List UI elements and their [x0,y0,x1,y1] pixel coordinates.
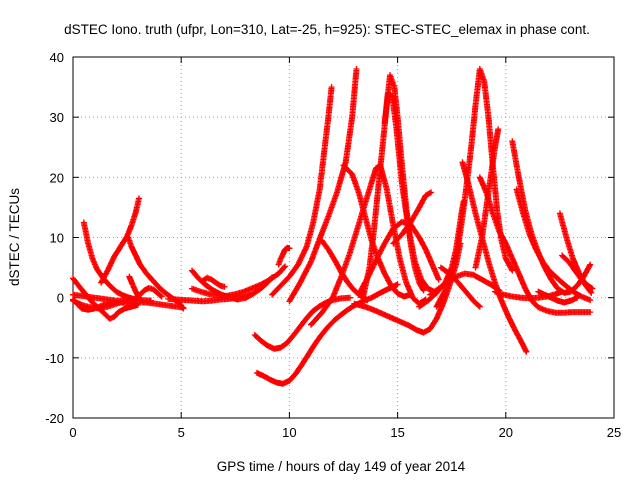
series-arc-38 [535,288,581,306]
series-arc-10 [143,299,187,311]
series-arc-37 [559,252,596,292]
series-markers [189,263,289,299]
series-markers [286,66,360,305]
x-tick-label: 20 [499,425,513,440]
series-markers [143,299,187,311]
series-arc-40 [437,264,483,310]
series-arc-13 [189,263,289,299]
series-markers [472,126,502,271]
series-arc-06 [98,195,142,286]
x-tick-label: 5 [178,425,185,440]
series-arc-15 [251,294,353,352]
series-arc-16 [253,281,401,387]
series-arc-14 [199,274,228,290]
x-axis-label: GPS time / hours of day 149 of year 2014 [217,459,466,474]
series-markers [513,186,594,304]
series-markers [340,162,414,300]
data-series [70,66,596,387]
series-arc-34 [513,186,594,304]
series-markers [134,285,165,300]
y-tick-label: 20 [50,170,64,185]
series-markers [269,84,335,298]
series-markers [308,162,429,328]
series-markers [559,252,596,292]
x-tick-labels: 0 5 10 15 20 25 [69,425,621,440]
y-tick-label: 30 [50,110,64,125]
y-tick-label: -10 [45,351,64,366]
x-tick-label: 0 [69,425,76,440]
series-markers [70,296,141,313]
y-axis-label: dSTEC / TECUs [7,188,22,286]
series-markers [275,244,293,268]
series-arc-21 [308,162,429,328]
series-arc-04 [70,296,141,313]
series-arc-31 [472,126,502,271]
y-tick-label: -20 [45,411,64,426]
series-markers [355,218,442,298]
series-markers [253,281,401,387]
series-markers [535,288,581,306]
x-tick-label: 25 [607,425,621,440]
series-markers [98,195,142,286]
series-markers [437,264,483,310]
y-tick-label: 0 [57,291,64,306]
y-tick-labels: -20 -10 0 10 20 30 40 [45,50,64,426]
y-tick-label: 10 [50,231,64,246]
x-tick-label: 15 [390,425,404,440]
series-markers [251,294,353,352]
series-arc-25 [355,218,442,298]
x-tick-label: 10 [282,425,296,440]
chart-title: dSTEC Iono. truth (ufpr, Lon=310, Lat=-2… [64,22,590,37]
series-arc-18 [269,84,335,298]
axis-ticks [72,56,615,419]
series-arc-09 [134,285,165,300]
series-markers [199,274,228,290]
series-arc-19 [286,66,360,305]
series-arc-22 [340,162,414,300]
y-tick-label: 40 [50,50,64,65]
series-arc-26 [390,189,435,247]
series-arc-17 [275,244,293,268]
series-markers [390,189,435,247]
